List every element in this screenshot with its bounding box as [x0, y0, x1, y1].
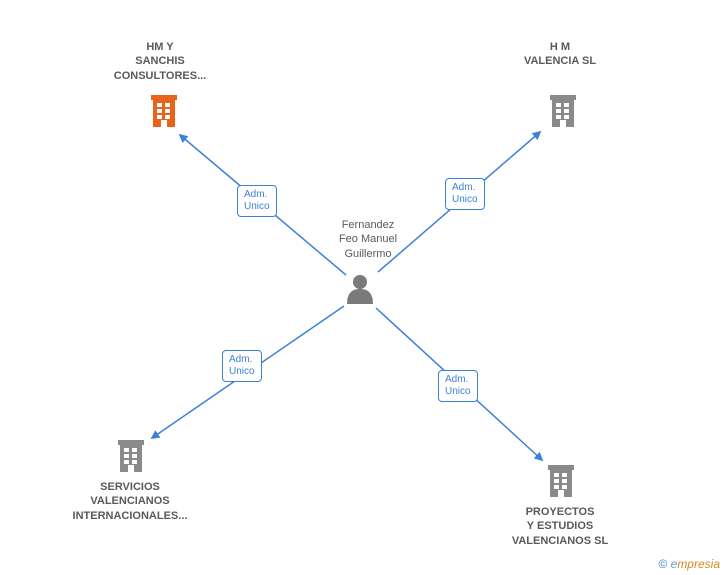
- brand-rest: mpresia: [677, 557, 720, 571]
- edge-badge: Adm. Unico: [237, 185, 277, 217]
- edge-badge: Adm. Unico: [222, 350, 262, 382]
- node-label-servicios: SERVICIOS VALENCIANOS INTERNACIONALES...: [60, 480, 200, 523]
- node-label-line: VALENCIANOS SL: [512, 535, 608, 547]
- center-label-line2: Feo Manuel: [339, 233, 397, 245]
- building-icon: [550, 95, 576, 127]
- node-label-line: HM Y: [146, 41, 173, 53]
- building-icon: [548, 465, 574, 497]
- node-label-line: Y ESTUDIOS: [527, 520, 593, 532]
- node-label-hm-valencia: H M VALENCIA SL: [500, 40, 620, 69]
- node-label-line: INTERNACIONALES...: [73, 510, 188, 522]
- center-person-label: Fernandez Feo Manuel Guillermo: [328, 218, 408, 261]
- edge-badge: Adm. Unico: [445, 178, 485, 210]
- edge-badge-line: Unico: [445, 386, 471, 397]
- edge-badge: Adm. Unico: [438, 370, 478, 402]
- footer-attribution: © empresia: [658, 557, 720, 571]
- edge-badge-line: Unico: [452, 194, 478, 205]
- center-label-line1: Fernandez: [342, 219, 395, 231]
- node-label-line: SERVICIOS: [100, 481, 160, 493]
- edge-badge-line: Adm.: [244, 189, 267, 200]
- node-label-line: H M: [550, 41, 570, 53]
- node-label-line: PROYECTOS: [526, 506, 595, 518]
- edge-badge-line: Unico: [244, 201, 270, 212]
- edge-badge-line: Adm.: [452, 182, 475, 193]
- node-label-hm-sanchis: HM Y SANCHIS CONSULTORES...: [95, 40, 225, 83]
- building-icon: [151, 95, 177, 127]
- person-icon: [347, 275, 373, 304]
- center-label-line3: Guillermo: [344, 248, 391, 260]
- building-icon: [118, 440, 144, 472]
- node-label-line: SANCHIS: [135, 55, 185, 67]
- edge-badge-line: Adm.: [445, 374, 468, 385]
- node-label-line: VALENCIA SL: [524, 55, 596, 67]
- node-label-line: CONSULTORES...: [114, 70, 207, 82]
- copyright-icon: ©: [658, 557, 667, 571]
- node-label-proyectos: PROYECTOS Y ESTUDIOS VALENCIANOS SL: [500, 505, 620, 548]
- edge-badge-line: Unico: [229, 366, 255, 377]
- brand-name: empresia: [671, 557, 720, 571]
- node-label-line: VALENCIANOS: [90, 495, 169, 507]
- edge-badge-line: Adm.: [229, 354, 252, 365]
